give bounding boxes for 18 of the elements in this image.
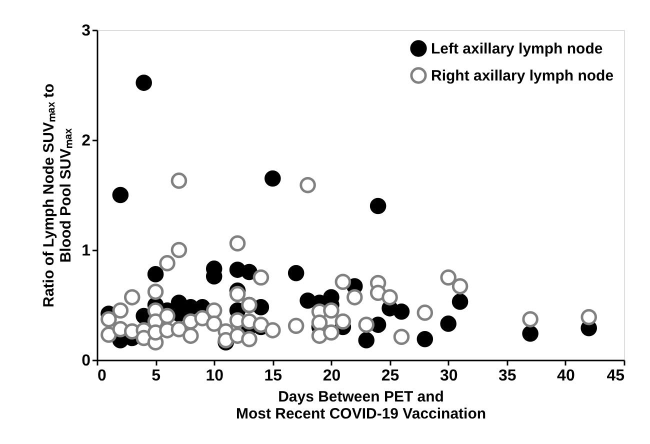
x-tick-label: 30 [440, 368, 458, 384]
legend-label: Right axillary lymph node [431, 68, 614, 84]
x-tick-label: 25 [381, 368, 400, 384]
x-tick-label: 5 [152, 368, 161, 384]
x-tick-label: 15 [264, 368, 282, 384]
x-axis-title: Days Between PET and Most Recent COVID-19 Vaccination [236, 388, 486, 422]
y-tick-label: 3 [82, 22, 91, 40]
legend-label: Left axillary lymph node [431, 40, 603, 58]
x-tick-label: 40 [557, 368, 575, 384]
x-tick-label: 0 [98, 368, 106, 384]
x-tick-label: 10 [206, 368, 224, 384]
x-tick-label: 20 [322, 368, 341, 384]
y-tick-label: 0 [82, 352, 91, 370]
y-axis-title: Ratio of Lymph Node SUVₘₐₓ to Blood Pool SUVₘₐₓ [40, 84, 75, 308]
x-tick-label: 35 [498, 368, 516, 384]
x-tick-label: 45 [606, 368, 625, 384]
y-tick-label: 1 [82, 242, 91, 260]
y-tick-label: 2 [82, 132, 91, 150]
